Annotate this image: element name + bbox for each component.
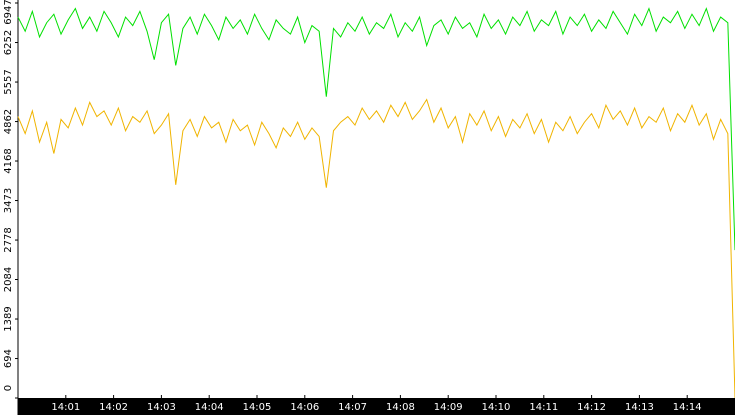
series-line: [17, 98, 735, 399]
x-tick-label: 14:11: [529, 402, 558, 413]
y-tick-label: 6947: [3, 0, 14, 25]
x-axis-bar: [18, 398, 735, 415]
x-tick-label: 14:07: [338, 402, 367, 413]
y-tick-label: 3473: [3, 188, 14, 213]
y-tick-label: 6252: [3, 30, 14, 55]
y-tick-label: 4862: [3, 109, 14, 134]
x-tick-label: 14:09: [434, 402, 463, 413]
x-tick-label: 14:10: [482, 402, 511, 413]
series-line: [17, 7, 735, 251]
x-tick-label: 14:06: [290, 402, 319, 413]
x-tick-label: 14:08: [386, 402, 415, 413]
y-tick-label: 4168: [3, 148, 14, 173]
y-tick-label: 1389: [3, 306, 14, 331]
y-tick-label: 5557: [3, 69, 14, 94]
x-tick-label: 14:05: [243, 402, 272, 413]
x-tick-label: 14:03: [147, 402, 176, 413]
y-tick-label: 0: [3, 385, 14, 391]
x-tick-label: 14:04: [195, 402, 224, 413]
y-tick-label: 2084: [3, 267, 14, 292]
x-tick-label: 14:14: [673, 402, 702, 413]
y-tick-label: 2778: [3, 227, 14, 252]
x-tick-label: 14:13: [625, 402, 654, 413]
y-tick-label: 694: [3, 349, 14, 368]
x-tick-label: 14:12: [577, 402, 606, 413]
x-tick-label: 14:02: [99, 402, 128, 413]
x-tick-label: 14:01: [51, 402, 80, 413]
